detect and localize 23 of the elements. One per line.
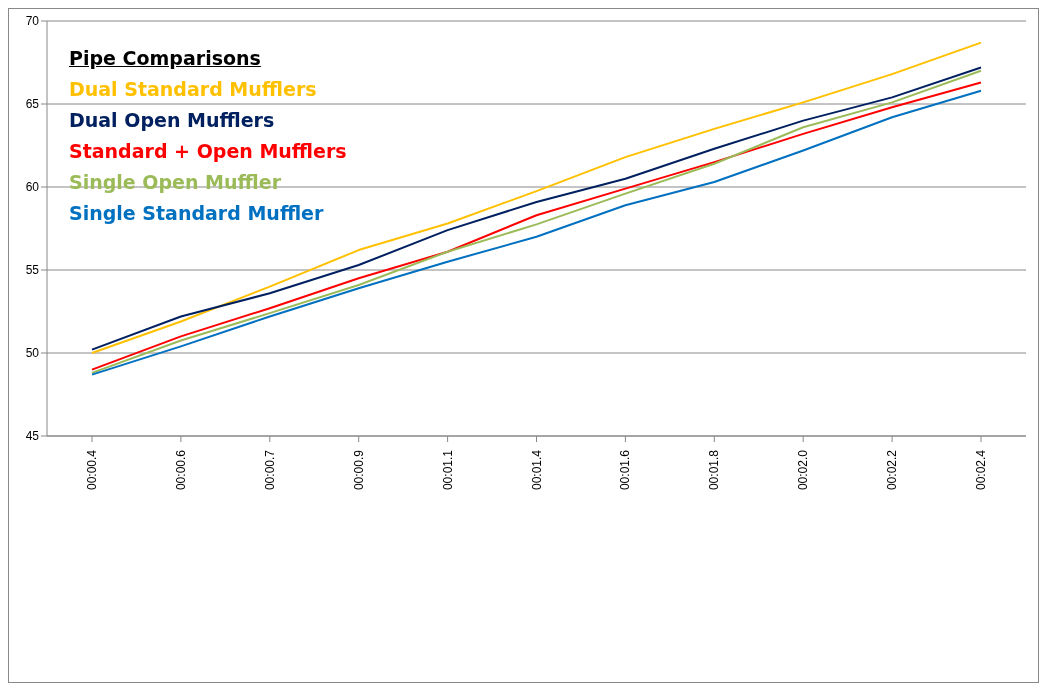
x-tick-label: 00:01.8 bbox=[707, 449, 722, 491]
x-tick-label: 00:02.0 bbox=[796, 449, 811, 491]
y-tick-label: 65 bbox=[25, 97, 40, 112]
x-tick-label: 00:00.6 bbox=[173, 449, 188, 491]
x-tick-label: 00:00.9 bbox=[351, 449, 366, 491]
text: Dual Open Mufflers bbox=[69, 108, 276, 133]
x-tick-label: 00:02.2 bbox=[885, 449, 900, 491]
y-tick-label: 50 bbox=[25, 346, 40, 361]
x-tick-label: 00:02.4 bbox=[974, 449, 988, 491]
text: Single Open Muffler bbox=[69, 170, 282, 195]
text: Single Standard Muffler bbox=[69, 201, 325, 226]
y-tick-label: 70 bbox=[25, 14, 40, 29]
x-tick-label: 00:01.1 bbox=[440, 449, 455, 491]
y-tick-label: 55 bbox=[25, 263, 40, 278]
x-tick-label: 00:00.7 bbox=[262, 449, 277, 491]
legend-title: Pipe Comparisons bbox=[69, 46, 262, 71]
x-tick-label: 00:01.4 bbox=[529, 449, 544, 491]
y-tick-label: 60 bbox=[25, 180, 40, 195]
x-tick-label: 00:00.4 bbox=[85, 449, 99, 491]
text: Dual Standard Mufflers bbox=[69, 77, 318, 102]
text: Standard + Open Mufflers bbox=[69, 139, 347, 164]
x-tick-label: 00:01.6 bbox=[618, 449, 633, 491]
y-tick-label: 45 bbox=[25, 429, 40, 444]
